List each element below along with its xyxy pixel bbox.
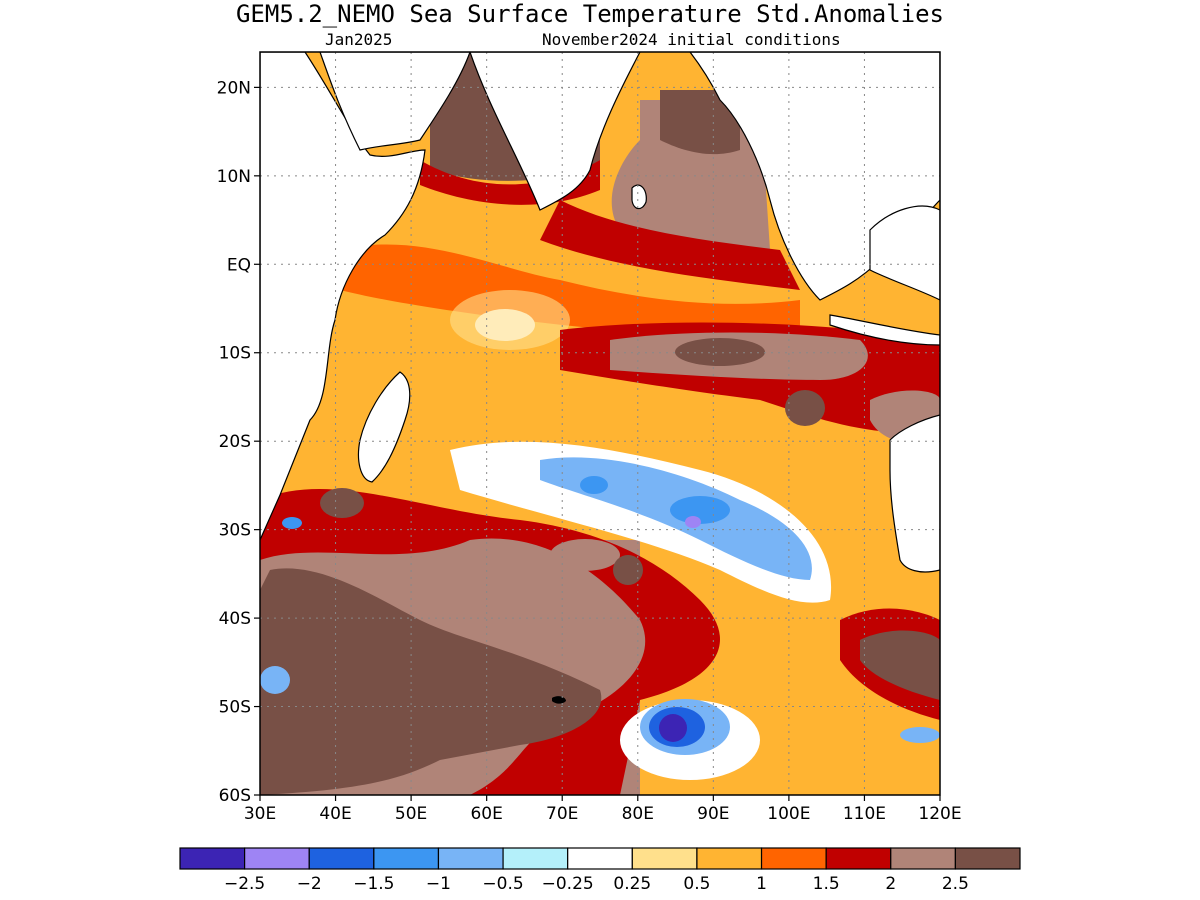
lon-tick-label: 30E [244,804,276,824]
lon-tick-label: 50E [395,804,427,824]
lat-tick-label: EQ [227,255,251,275]
colorbar-swatch [825,847,892,870]
field-south-darkbrown-spot-2 [613,555,643,585]
colorbar-swatch [437,847,504,870]
field-equatorial-orange [340,244,800,335]
lon-tick-label: 40E [319,804,351,824]
colorbar-swatch [760,847,827,870]
field-bengal-darkbrown [660,90,740,155]
colorbar-swatch [179,847,246,870]
field-sw-blue [260,666,290,694]
land-australia [889,414,940,573]
colorbar-label: −1.5 [353,874,394,894]
colorbar-swatch [696,847,763,870]
colorbar-label: 1 [756,874,767,894]
lat-tick-label: 50S [219,698,251,718]
latitude-axis: 20N 10N EQ 10S 20S 30S 40S 50S 60S [217,78,260,806]
land-madagascar [357,371,411,483]
field-south-cold-violet [659,714,687,742]
anomaly-field [260,52,940,795]
colorbar-label: −2.5 [224,874,265,894]
field-se-darkbrown [860,630,940,700]
colorbar: −2.5 −2 −1.5 −1 −0.5 −0.25 0.25 0.5 1 1.5 2 2.5 [179,847,1021,894]
colorbar-label: −1 [426,874,451,894]
lat-tick-label: 10N [217,167,251,187]
colorbar-label: −0.5 [482,874,523,894]
field-cold-blue [580,476,608,494]
field-equatorial-yellow [450,290,570,350]
colorbar-label: 2.5 [942,874,969,894]
field-south-darkbrown-spot [320,488,364,518]
lat-tick-label: 40S [219,609,251,629]
colorbar-label: −2 [297,874,322,894]
lon-tick-label: 100E [767,804,810,824]
lat-tick-label: 10S [219,344,251,364]
colorbar-label: 2 [885,874,896,894]
colorbar-label: 1.5 [813,874,840,894]
land-java [829,314,940,346]
lat-tick-label: 20N [217,78,251,98]
lon-tick-label: 60E [470,804,502,824]
map-gridlines [260,52,940,795]
field-cold-white [450,441,832,603]
colorbar-swatch [244,847,310,870]
field-sw-blue-2 [282,517,302,529]
longitude-axis: 30E 40E 50E 60E 70E 80E 90E 100E 110E 120E [244,795,962,824]
colorbar-swatch [373,847,440,870]
lon-tick-label: 120E [918,804,961,824]
land-sri-lanka [631,184,647,210]
lon-tick-label: 80E [622,804,654,824]
field-east-darkbrown-2 [785,390,825,426]
field-cold-lavender [685,516,701,528]
map-frame [259,51,941,796]
lon-tick-label: 70E [546,804,578,824]
colorbar-label: 0.5 [683,874,710,894]
colorbar-label: 0.25 [613,874,651,894]
field-cold-lightblue [540,457,812,580]
lat-tick-label: 20S [219,432,251,452]
field-east-darkbrown [675,338,765,366]
colorbar-swatch [890,847,956,870]
land-india [469,52,641,211]
colorbar-swatch [631,847,698,870]
field-bengal-red [540,200,800,290]
figure-title: GEM5.2_NEMO Sea Surface Temperature Std.… [236,0,944,28]
land-borneo [869,205,940,301]
field-south-brown-spot [550,539,620,571]
field-south-darkbrown [260,568,602,795]
colorbar-swatch [308,847,375,870]
lat-tick-label: 60S [219,786,251,806]
land-arabia [319,52,471,151]
subtitle-initial-conditions: November2024 initial conditions [542,30,841,49]
lon-tick-label: 110E [843,804,886,824]
colorbar-swatch [567,847,633,870]
colorbar-swatch [954,847,1021,870]
colorbar-swatch [502,847,569,870]
colorbar-label: −0.25 [542,874,594,894]
lon-tick-label: 90E [697,804,729,824]
field-cold-blue-2 [670,496,730,524]
subtitle-month: Jan2025 [325,30,392,49]
lat-tick-label: 30S [219,521,251,541]
field-se-lightblue [900,727,940,743]
